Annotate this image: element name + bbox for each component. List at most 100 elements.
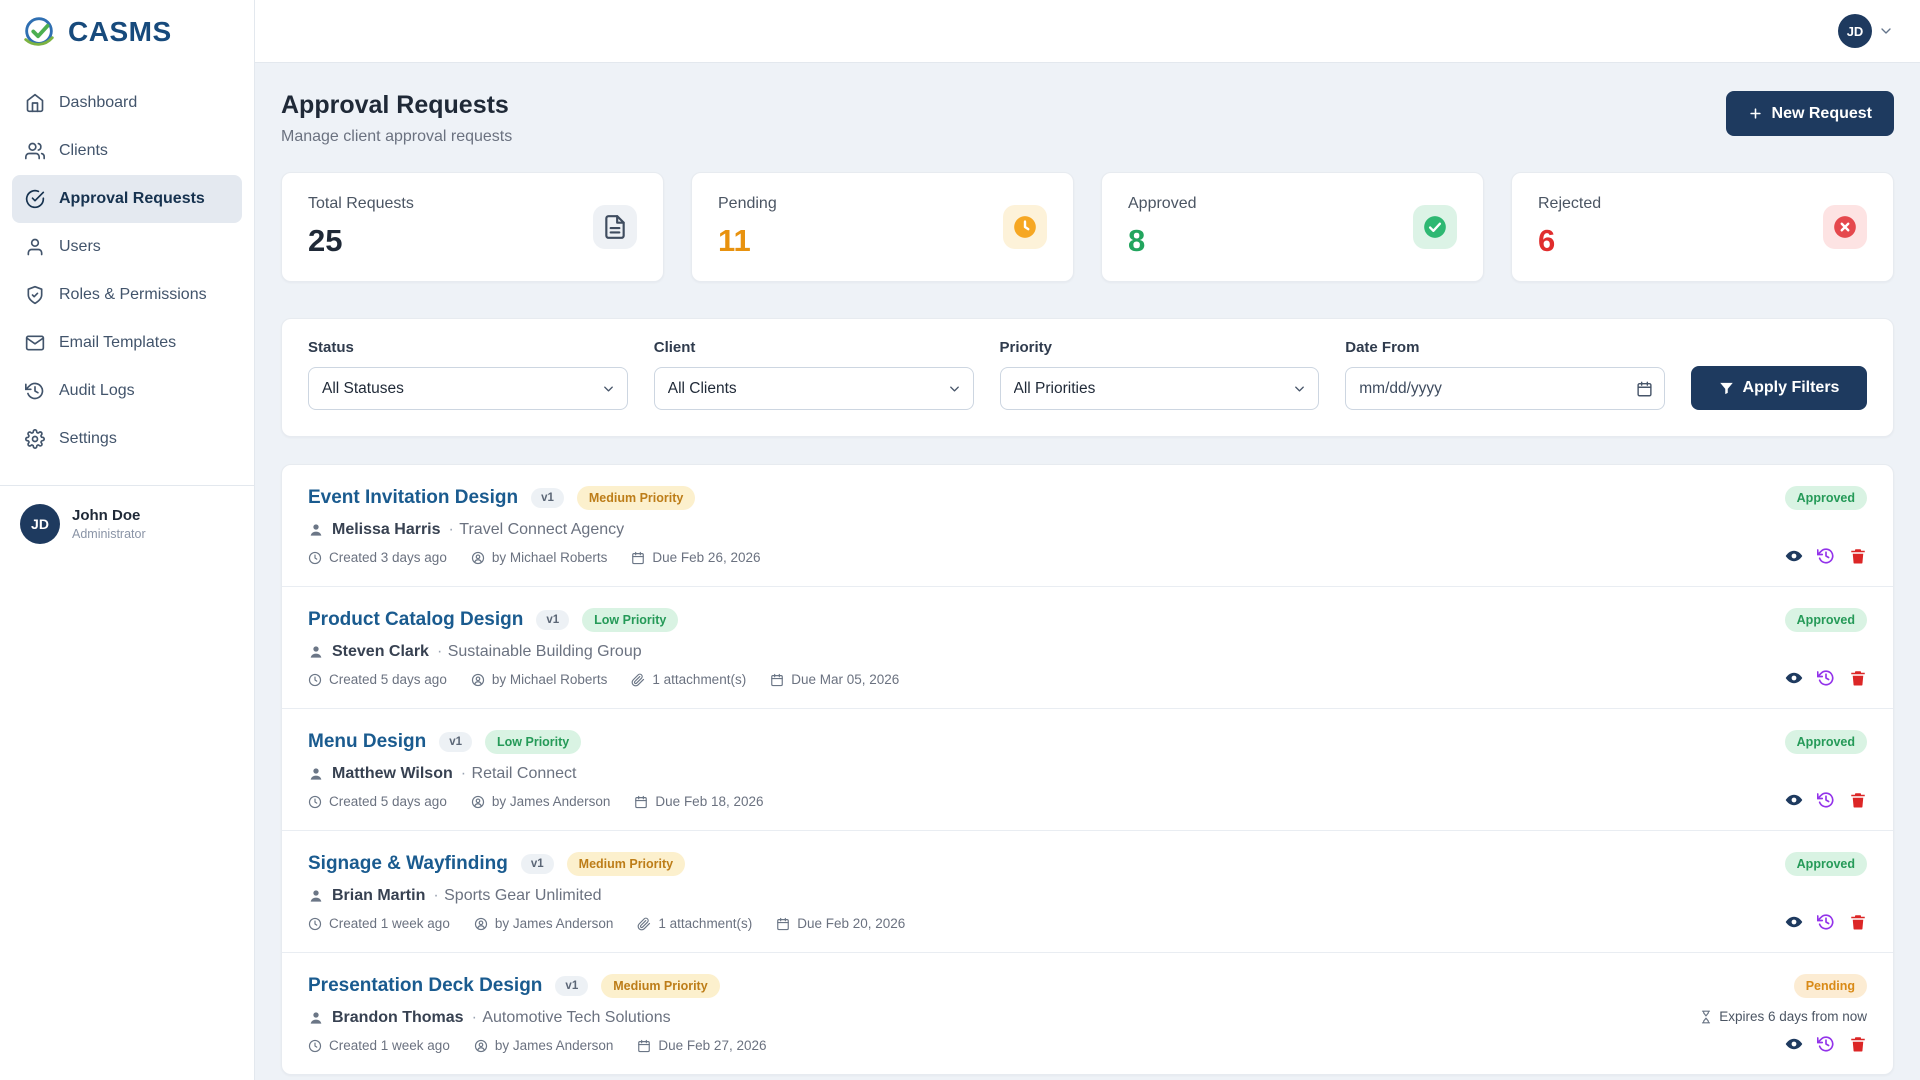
author-icon (474, 917, 488, 931)
created-meta: Created 5 days ago (308, 672, 447, 687)
sidebar-item-dashboard[interactable]: Dashboard (12, 79, 242, 127)
user-role: Administrator (72, 527, 146, 541)
sidebar-user: JD John Doe Administrator (0, 485, 254, 562)
row-actions (1785, 791, 1867, 809)
version-badge: v1 (536, 610, 570, 630)
client-contact: Brian Martin (332, 887, 426, 904)
status-badge: Approved (1784, 486, 1867, 510)
user-icon (308, 766, 324, 782)
created-text: Created 1 week ago (329, 916, 450, 931)
main-area: JD Approval Requests Manage client appro… (255, 0, 1920, 1080)
history-button[interactable] (1817, 1035, 1835, 1053)
author-icon (471, 551, 485, 565)
client-filter-field: Client All Clients (653, 339, 974, 410)
delete-button[interactable] (1849, 1035, 1867, 1053)
clock-icon (1003, 205, 1047, 249)
client-contact: Brandon Thomas (332, 1009, 464, 1026)
client-filter-label: Client (653, 339, 696, 356)
attachments-meta: 1 attachment(s) (637, 916, 752, 931)
view-button[interactable] (1785, 1035, 1803, 1053)
client-company: Travel Connect Agency (449, 521, 624, 539)
status-badge: Approved (1784, 608, 1867, 632)
app-logo[interactable]: CASMS (0, 0, 254, 63)
user-icon (308, 522, 324, 538)
version-badge: v1 (520, 854, 554, 874)
clock-icon (308, 551, 322, 565)
history-button[interactable] (1817, 547, 1835, 565)
stat-rejected: Rejected 6 (1511, 172, 1894, 282)
request-title[interactable]: Menu Design (308, 731, 427, 752)
due-text: Due Feb 18, 2026 (655, 794, 764, 809)
view-button[interactable] (1785, 791, 1803, 809)
author-meta: by James Anderson (474, 1038, 613, 1053)
hourglass-icon (1699, 1010, 1713, 1024)
request-row: Product Catalog Design v1 Low Priority S… (282, 586, 1893, 708)
x-circle-icon (1823, 205, 1867, 249)
history-button[interactable] (1817, 791, 1835, 809)
delete-button[interactable] (1849, 547, 1867, 565)
request-title[interactable]: Presentation Deck Design (308, 975, 543, 996)
user-avatar: JD (20, 504, 60, 544)
sidebar-item-roles-permissions[interactable]: Roles & Permissions (12, 271, 242, 319)
clients-icon (25, 141, 45, 161)
user-icon (308, 644, 324, 660)
sidebar-item-clients[interactable]: Clients (12, 127, 242, 175)
request-title[interactable]: Signage & Wayfinding (308, 853, 508, 874)
priority-badge: Low Priority (485, 730, 582, 754)
due-text: Due Mar 05, 2026 (791, 672, 900, 687)
status-filter-field: Status All Statuses (308, 339, 628, 410)
topbar-avatar: JD (1838, 14, 1872, 48)
sidebar-item-users[interactable]: Users (12, 223, 242, 271)
priority-filter-label: Priority (999, 339, 1053, 356)
sidebar-nav: Dashboard Clients Approval Requests User… (0, 63, 254, 469)
status-filter-select[interactable]: All Statuses (308, 367, 628, 410)
new-request-button[interactable]: New Request (1725, 91, 1894, 136)
check-circle-icon (1413, 205, 1457, 249)
delete-button[interactable] (1849, 669, 1867, 687)
attachments-meta: 1 attachment(s) (631, 672, 746, 687)
history-button[interactable] (1817, 913, 1835, 931)
app-name: CASMS (68, 15, 172, 47)
request-side: Approved (1784, 730, 1867, 809)
sidebar-item-label: Dashboard (59, 94, 138, 111)
priority-filter-select[interactable]: All Priorities (999, 367, 1320, 410)
sidebar-item-label: Approval Requests (59, 190, 205, 207)
author-text: by Michael Roberts (491, 550, 608, 565)
apply-filters-button[interactable]: Apply Filters (1691, 366, 1867, 410)
date-from-input[interactable] (1345, 367, 1665, 410)
client-filter-select[interactable]: All Clients (653, 367, 974, 410)
client-company: Sustainable Building Group (437, 643, 642, 661)
sidebar-item-settings[interactable]: Settings (12, 415, 242, 463)
client-contact: Steven Clark (332, 643, 429, 660)
history-button[interactable] (1817, 669, 1835, 687)
stats-row: Total Requests 25 Pending 11 (281, 172, 1894, 282)
request-title[interactable]: Event Invitation Design (308, 487, 519, 508)
calendar-icon (634, 795, 648, 809)
sidebar-item-approval-requests[interactable]: Approval Requests (12, 175, 242, 223)
author-icon (471, 673, 485, 687)
clock-icon (308, 673, 322, 687)
request-list: Event Invitation Design v1 Medium Priori… (281, 464, 1894, 1075)
history-icon (25, 381, 45, 401)
request-main: Product Catalog Design v1 Low Priority S… (308, 608, 899, 687)
delete-button[interactable] (1849, 913, 1867, 931)
sidebar-item-audit-logs[interactable]: Audit Logs (12, 367, 242, 415)
apply-filters-label: Apply Filters (1742, 379, 1840, 396)
row-actions (1785, 1035, 1867, 1053)
request-title[interactable]: Product Catalog Design (308, 609, 524, 630)
created-meta: Created 1 week ago (308, 1038, 450, 1053)
view-button[interactable] (1785, 547, 1803, 565)
topbar-user-menu[interactable]: JD (1838, 14, 1894, 48)
sidebar-item-email-templates[interactable]: Email Templates (12, 319, 242, 367)
priority-badge: Medium Priority (566, 852, 686, 876)
client-company: Automotive Tech Solutions (472, 1009, 670, 1027)
mail-icon (25, 333, 45, 353)
delete-button[interactable] (1849, 791, 1867, 809)
view-button[interactable] (1785, 913, 1803, 931)
stat-label: Pending (718, 195, 777, 212)
logo-check-icon (20, 13, 58, 51)
view-button[interactable] (1785, 669, 1803, 687)
user-icon (308, 888, 324, 904)
document-icon (593, 205, 637, 249)
